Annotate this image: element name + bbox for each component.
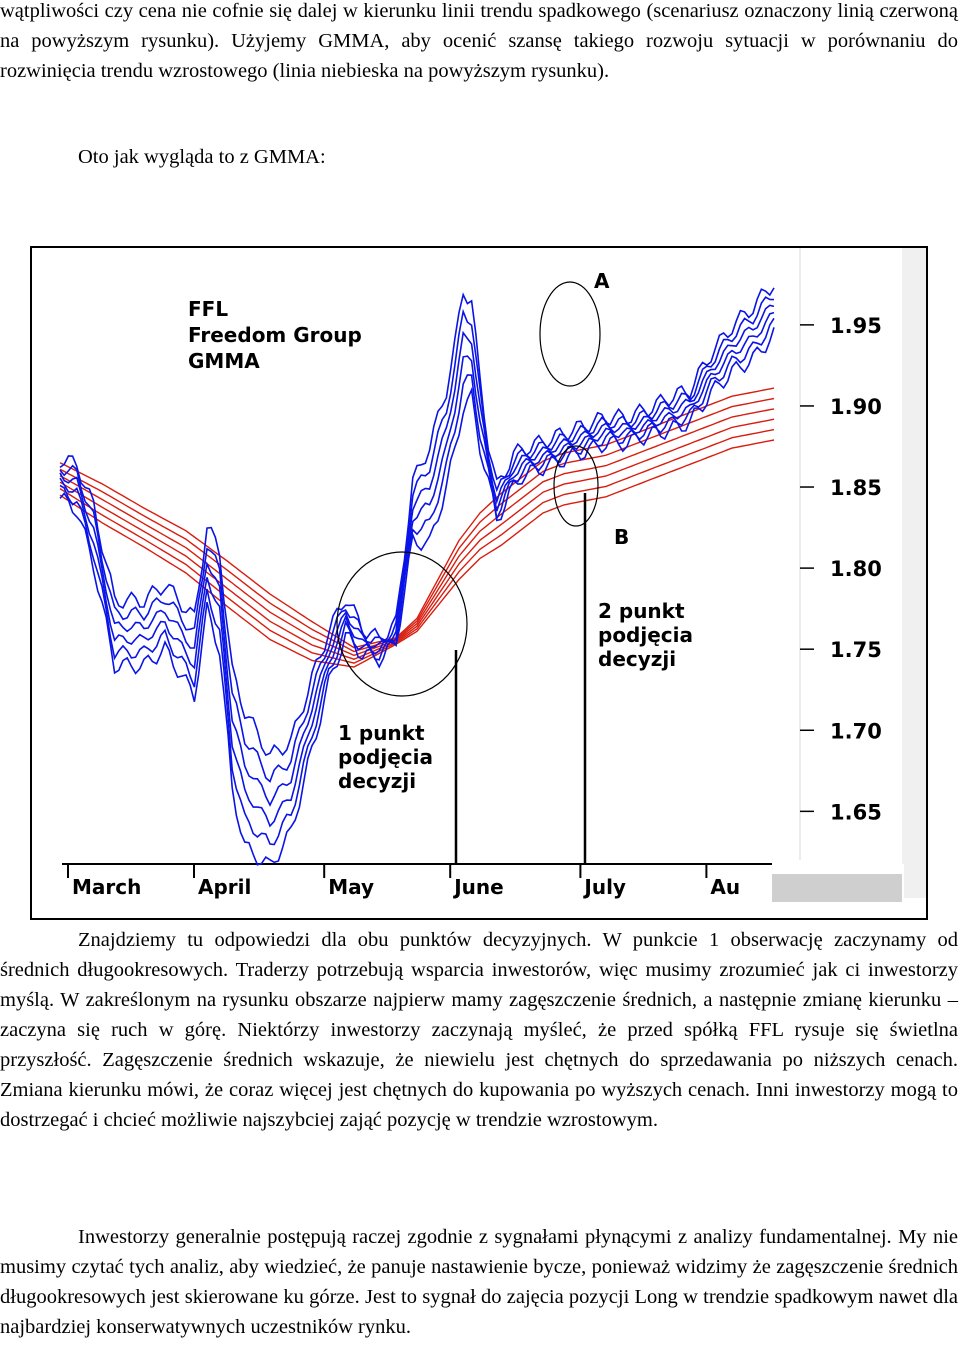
y-tick-label: 1.85 [830, 476, 882, 500]
y-tick-label: 1.80 [830, 557, 882, 581]
short-term-ema-line [59, 304, 775, 807]
scroll-thumb [772, 874, 902, 902]
circle-point-1 [336, 551, 468, 697]
short-term-ema-group [59, 287, 775, 866]
y-tick-label: 1.70 [830, 719, 882, 743]
long-term-ema-line [59, 397, 775, 653]
intro-line: Oto jak wygląda to z GMMA: [78, 146, 326, 168]
chart-title-line-1: FFL [188, 297, 228, 321]
x-tick-group: March April May June July Au [67, 864, 740, 899]
y-tick-label: 1.75 [830, 638, 882, 662]
top-paragraph: wątpliwości czy cena nie cofnie się dale… [0, 0, 958, 82]
x-tick-label: March [72, 875, 141, 899]
point2-line-2: podjęcia [598, 623, 693, 647]
y-tick-label: 1.65 [830, 800, 882, 824]
x-tick-label: June [452, 875, 503, 899]
short-term-ema-line [59, 311, 775, 828]
x-tick-label: April [198, 875, 251, 899]
y-tick-label: 1.90 [830, 395, 882, 419]
x-tick-label: July [582, 875, 626, 899]
label-a: A [594, 269, 610, 293]
long-term-ema-line [59, 408, 775, 657]
x-tick-label: May [328, 875, 374, 899]
circle-a [539, 281, 601, 387]
short-term-ema-line [59, 296, 775, 783]
gmma-chart: March April May June July Au 1.95 1.90 1.85 1.80… [30, 246, 928, 920]
x-tick-label: Au [710, 875, 740, 899]
circle-b [553, 445, 599, 527]
findings-paragraph: Znajdziemy tu odpowiedzi dla obu punktów… [0, 925, 958, 1135]
point2-line-3: decyzji [598, 647, 676, 671]
chart-title-line-3: GMMA [188, 349, 260, 373]
long-term-ema-line [59, 428, 775, 664]
point1-line-3: decyzji [338, 769, 416, 793]
long-term-ema-line [59, 439, 775, 668]
findings-text: Znajdziemy tu odpowiedzi dla obu punktów… [0, 929, 958, 1131]
gmma-chart-svg: March April May June July Au 1.95 1.90 1.85 1.80… [59, 248, 926, 902]
point1-line-1: 1 punkt [338, 721, 425, 745]
long-term-ema-group [59, 387, 775, 668]
y-tick-group: 1.95 1.90 1.85 1.80 1.75 1.70 1.65 [800, 314, 882, 824]
point1-line-2: podjęcia [338, 745, 433, 769]
chart-title-line-2: Freedom Group [188, 323, 362, 347]
x-axis-band [62, 864, 904, 898]
right-panel [902, 248, 926, 898]
investors-paragraph: Inwestorzy generalnie postępują raczej z… [0, 1222, 958, 1342]
point2-line-1: 2 punkt [598, 599, 685, 623]
investors-text: Inwestorzy generalnie postępują raczej z… [0, 1226, 958, 1338]
label-b: B [614, 525, 629, 549]
long-term-ema-line [59, 418, 775, 660]
short-term-ema-line [59, 287, 775, 757]
short-term-ema-line [59, 317, 775, 846]
y-tick-label: 1.95 [830, 314, 882, 338]
